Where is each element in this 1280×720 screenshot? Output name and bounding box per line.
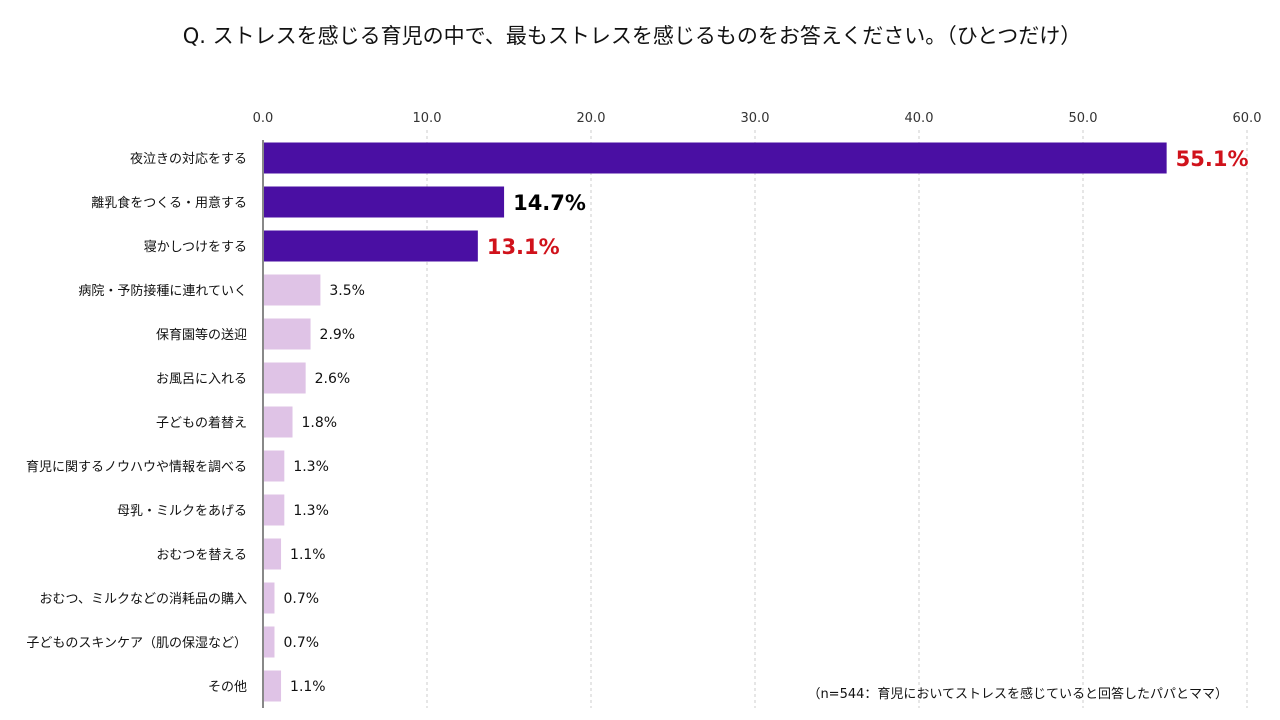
bar <box>264 230 478 262</box>
sample-note: （n=544：育児においてストレスを感じていると回答したパパとママ） <box>807 687 1228 702</box>
category-label: お風呂に入れる <box>156 372 247 387</box>
x-tick-label: 10.0 <box>413 111 442 126</box>
category-label: 病院・予防接種に連れていく <box>78 283 247 299</box>
value-label: 1.3% <box>293 503 329 519</box>
tick-label-layer: 0.0 10.0 20.0 30.0 40.0 50.0 60.0 <box>253 111 1262 126</box>
bar <box>264 626 275 658</box>
bar <box>264 538 282 570</box>
category-label: 母乳・ミルクをあげる <box>117 504 247 519</box>
category-label: その他 <box>208 680 247 695</box>
category-label: 保育園等の送迎 <box>156 327 247 343</box>
x-tick-label: 40.0 <box>905 111 934 126</box>
category-label: 離乳食をつくる・用意する <box>91 195 247 211</box>
grid-layer <box>426 130 1248 708</box>
x-tick-label: 20.0 <box>577 111 606 126</box>
value-label: 0.7% <box>283 635 319 651</box>
bar <box>264 494 285 526</box>
bar <box>264 142 1167 174</box>
bar <box>264 406 293 438</box>
category-label: 夜泣きの対応をする <box>130 152 247 167</box>
value-label: 1.1% <box>290 679 326 695</box>
x-tick-label: 60.0 <box>1233 111 1262 126</box>
value-label: 13.1% <box>487 235 560 259</box>
value-label: 55.1% <box>1176 147 1249 171</box>
bar <box>264 274 321 306</box>
value-label: 1.8% <box>302 415 338 431</box>
bar-layer <box>264 142 1167 702</box>
category-label: 子どものスキンケア（肌の保湿など） <box>26 636 247 651</box>
category-label-layer: 夜泣きの対応をする離乳食をつくる・用意する寝かしつけをする病院・予防接種に連れて… <box>26 152 247 695</box>
chart-title: Q. ストレスを感じる育児の中で、最もストレスを感じるものをお答えください。（ひ… <box>182 24 1082 48</box>
bar <box>264 582 275 614</box>
bar <box>264 318 311 350</box>
x-tick-label: 30.0 <box>741 111 770 126</box>
bar <box>264 362 306 394</box>
category-label: 子どもの着替え <box>156 415 247 431</box>
bar <box>264 670 282 702</box>
category-label: 寝かしつけをする <box>144 239 247 255</box>
bar <box>264 186 505 218</box>
value-label: 1.1% <box>290 547 326 563</box>
category-label: 育児に関するノウハウや情報を調べる <box>26 459 247 475</box>
category-label: おむつ、ミルクなどの消耗品の購入 <box>40 592 247 607</box>
value-label: 1.3% <box>293 459 329 475</box>
value-label: 0.7% <box>283 591 319 607</box>
x-tick-label: 50.0 <box>1069 111 1098 126</box>
bar <box>264 450 285 482</box>
value-label: 14.7% <box>513 191 586 215</box>
value-label: 2.6% <box>315 371 351 387</box>
value-label-layer: 55.1% 14.7% 13.1% 3.5% 2.9% 2.6% 1.8% 1.3% 1.3% 1… <box>283 147 1248 695</box>
value-label: 3.5% <box>329 283 365 299</box>
value-label: 2.9% <box>320 327 356 343</box>
category-label: おむつを替える <box>156 548 247 563</box>
x-tick-label: 0.0 <box>253 111 274 126</box>
